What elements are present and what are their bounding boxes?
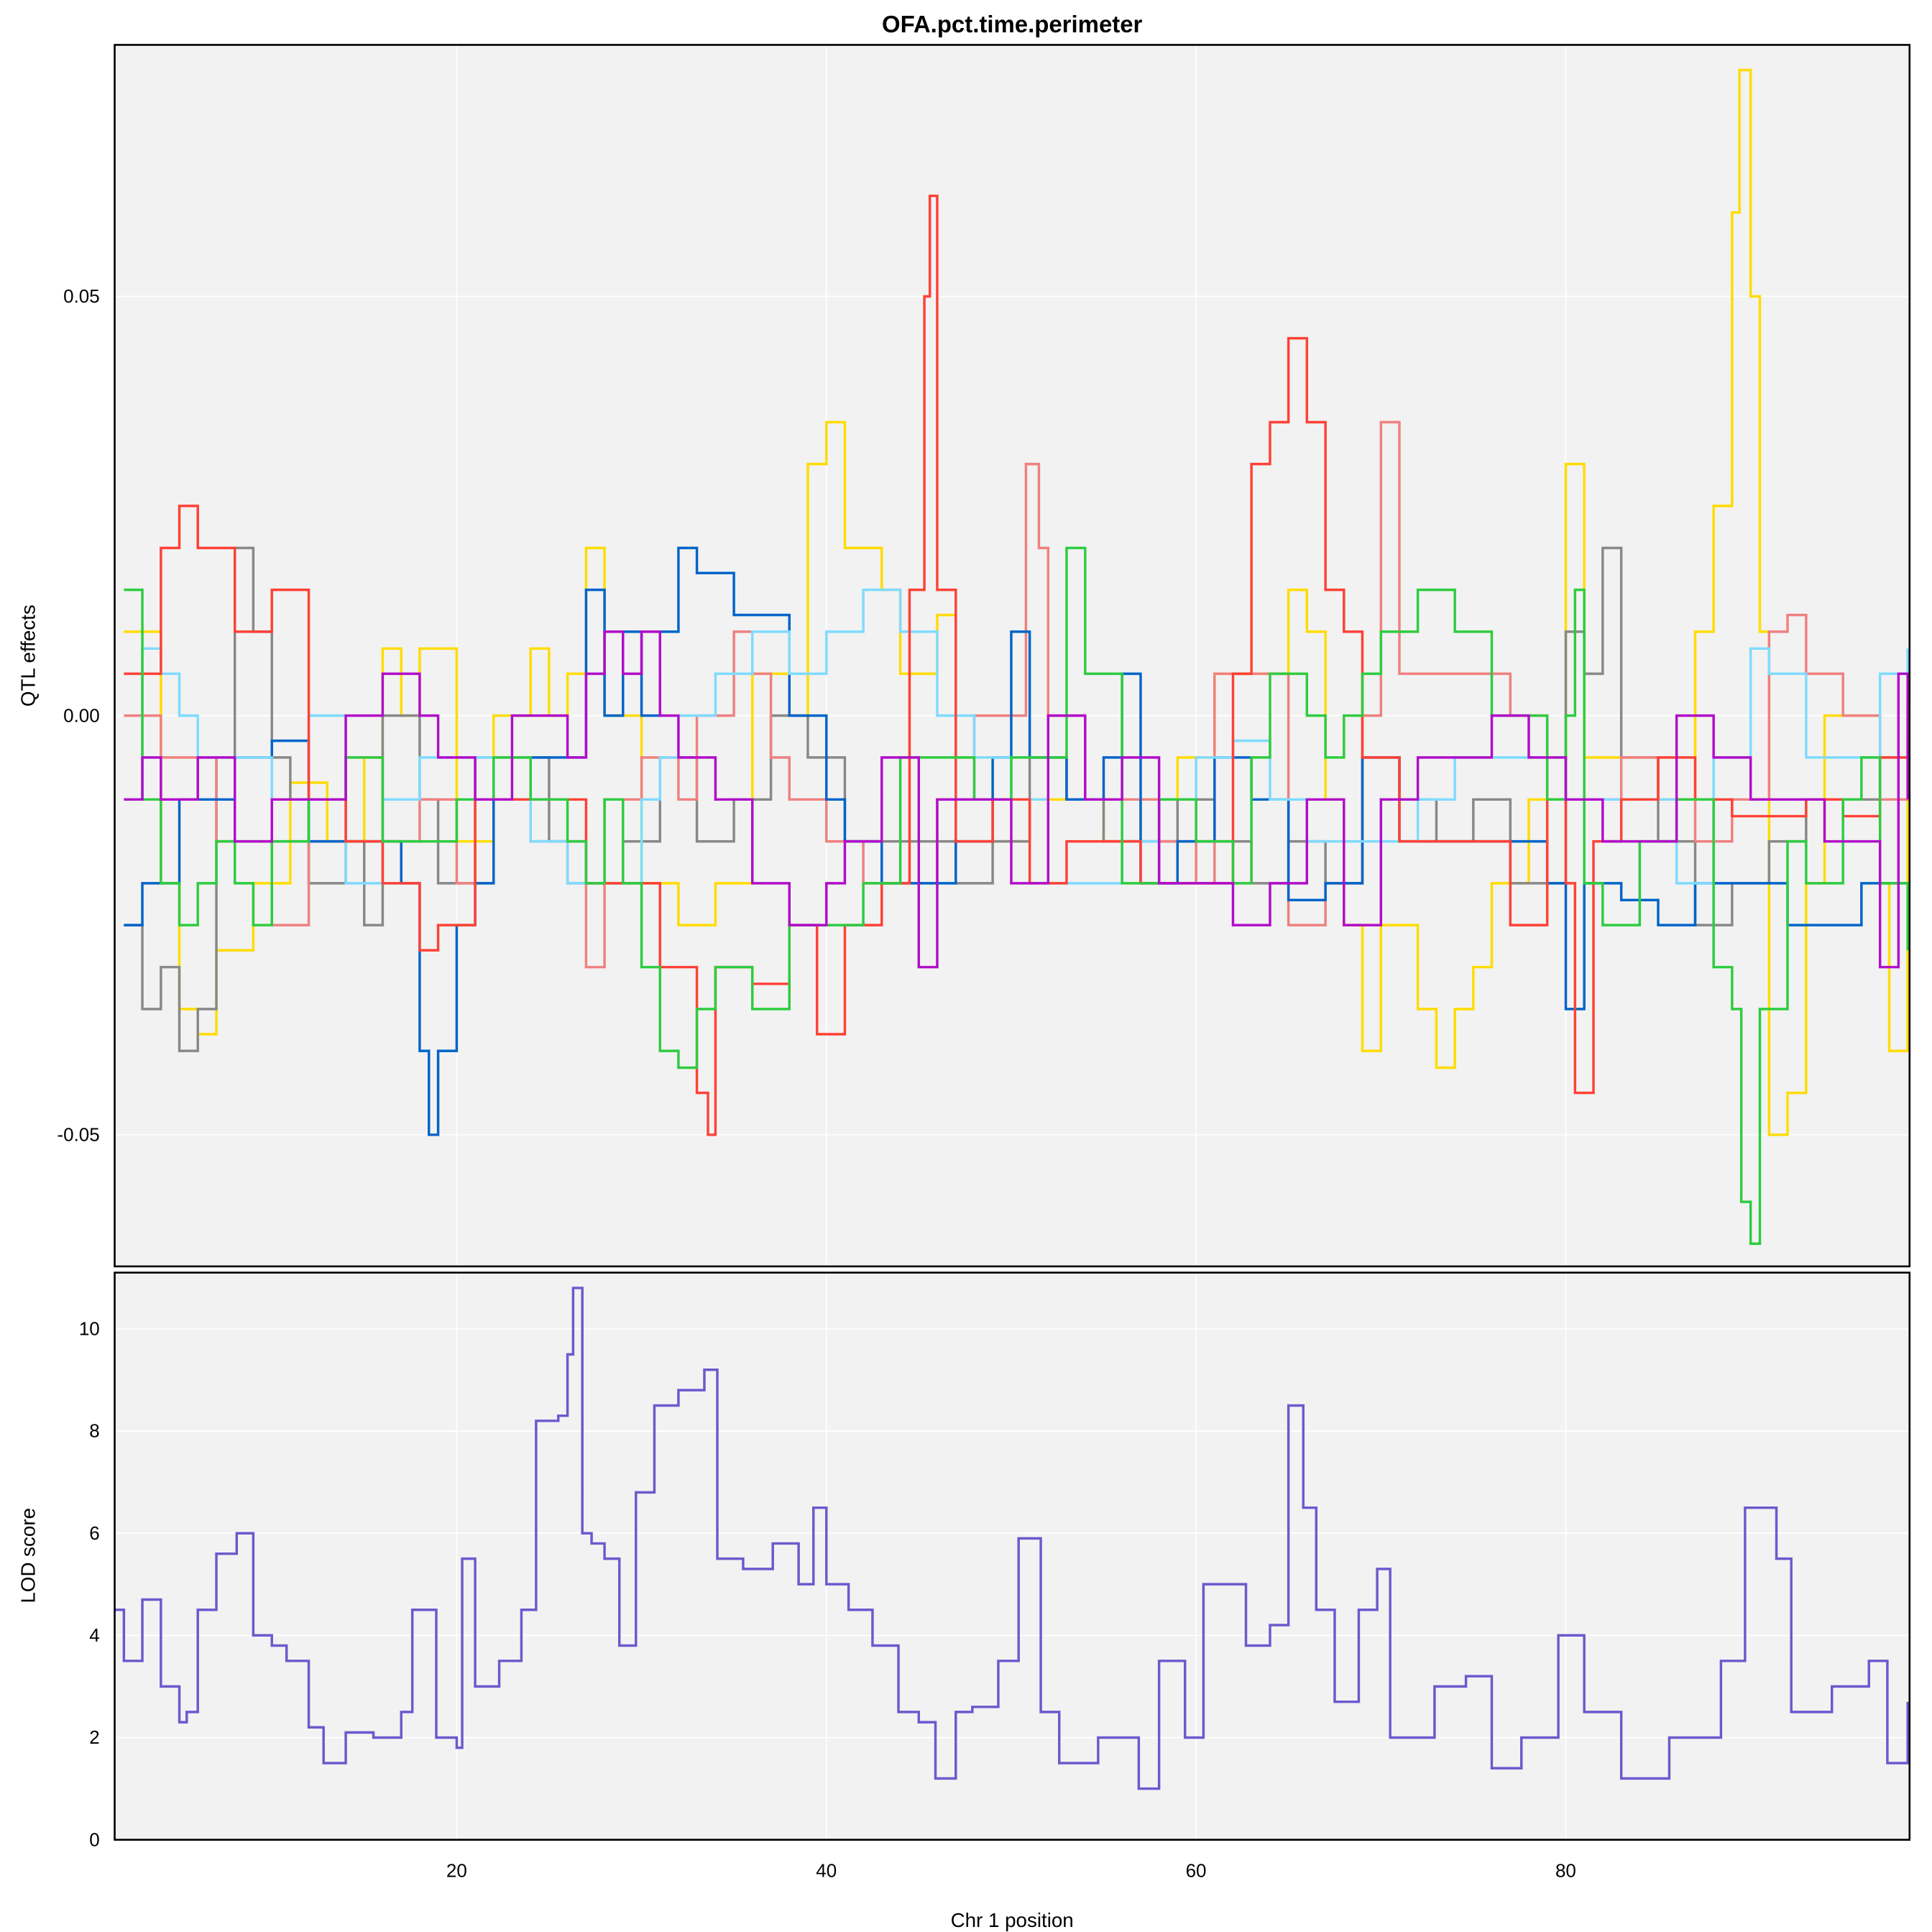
- y-tick-label: 0.00: [63, 704, 100, 726]
- y-tick-label: -0.05: [57, 1123, 99, 1145]
- y-tick-label: 0: [89, 1828, 99, 1850]
- x-tick-label: 60: [1186, 1860, 1207, 1882]
- y-tick-label: 8: [89, 1420, 99, 1442]
- y-axis-label-lod: LOD score: [17, 1508, 40, 1604]
- series-line: [114, 1287, 1909, 1790]
- chart-title: OFA.pct.time.perimeter: [882, 11, 1143, 37]
- y-tick-label: 2: [89, 1726, 99, 1748]
- effects-panel: 0.05 0.00 -0.05: [57, 44, 1911, 1268]
- x-tick-label: 20: [446, 1860, 467, 1882]
- lod-panel: 20 40 60 80 0 2 4 6 8 10: [79, 1271, 1911, 1882]
- y-tick-label: 0.05: [63, 285, 100, 307]
- x-axis-label: Chr 1 position: [951, 1909, 1074, 1931]
- y-tick-label: 6: [89, 1522, 99, 1544]
- y-tick-label: 10: [79, 1317, 100, 1339]
- y-tick-label: 4: [89, 1624, 99, 1646]
- x-tick-label: 40: [816, 1860, 837, 1882]
- series-line: [124, 194, 1909, 1136]
- plot-frame: [114, 44, 1911, 1268]
- series-line: [124, 546, 1909, 1246]
- x-tick-label: 80: [1555, 1860, 1576, 1882]
- y-axis-label-effects: QTL effects: [17, 604, 40, 707]
- plot-background: [114, 1272, 1910, 1840]
- series-line: [124, 630, 1909, 969]
- plot-frame: [114, 1271, 1911, 1841]
